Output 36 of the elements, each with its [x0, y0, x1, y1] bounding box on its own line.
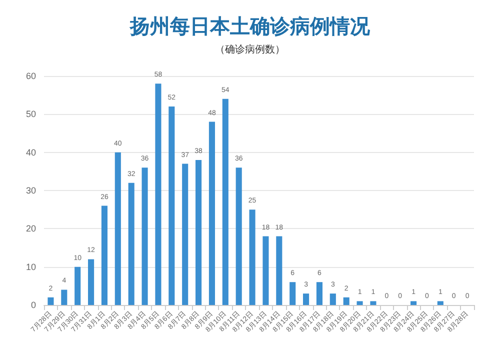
bar	[356, 301, 363, 305]
bar	[196, 160, 202, 305]
y-tick-label: 60	[26, 71, 36, 81]
y-tick-label: 50	[26, 109, 36, 120]
bar	[330, 294, 336, 305]
bar	[61, 290, 68, 305]
bar	[208, 122, 215, 305]
bar	[262, 236, 269, 305]
y-tick-label: 10	[26, 262, 36, 272]
bar	[343, 297, 350, 305]
y-tick-label: 40	[26, 147, 36, 158]
bar	[249, 210, 256, 305]
y-tick-label: 20	[26, 224, 36, 234]
bar	[142, 168, 148, 305]
bar	[437, 301, 444, 305]
bar	[370, 301, 376, 305]
bar	[276, 236, 282, 305]
bar	[182, 164, 188, 305]
bar	[236, 168, 242, 305]
bar	[48, 297, 54, 305]
bar	[290, 282, 296, 305]
bar	[222, 98, 228, 305]
bar	[316, 282, 322, 305]
bar	[101, 206, 108, 305]
bar	[168, 106, 175, 305]
bar	[410, 301, 417, 305]
bar	[155, 84, 162, 305]
chart-title: 扬州每日本土确诊病例情况	[129, 15, 371, 38]
bar	[128, 182, 134, 305]
bar	[114, 152, 121, 305]
y-tick-label: 0	[30, 300, 36, 310]
bar	[74, 266, 81, 305]
bar	[303, 294, 310, 305]
y-tick-label: 30	[26, 186, 36, 196]
chart-subtitle: （确诊病例数）	[215, 44, 285, 56]
bar	[88, 259, 94, 305]
